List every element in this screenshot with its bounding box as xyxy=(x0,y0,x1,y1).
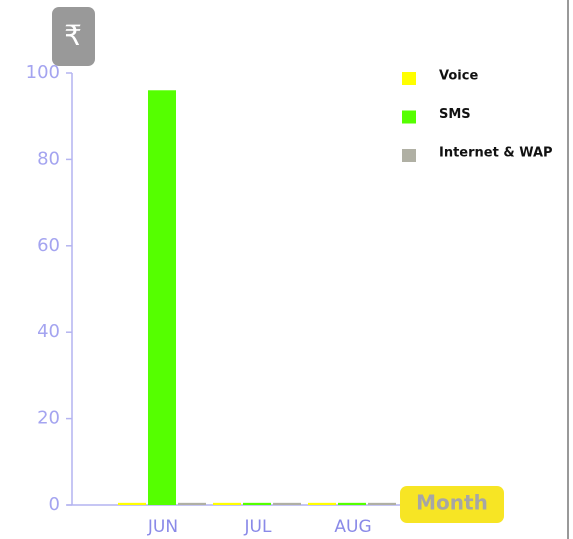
y-axis-badge xyxy=(52,7,95,66)
y-tick-label: 40 xyxy=(37,321,60,342)
legend-label: Internet & WAP xyxy=(439,146,553,161)
legend-swatch xyxy=(402,72,416,85)
bar xyxy=(338,502,366,505)
y-tick-label: 60 xyxy=(37,235,60,256)
legend-label: Voice xyxy=(439,69,478,84)
y-tick-label: 20 xyxy=(37,408,60,429)
y-tick-label: 80 xyxy=(37,148,60,169)
bar xyxy=(368,502,396,505)
legend-swatch xyxy=(402,149,416,162)
legend-swatch xyxy=(402,110,416,124)
bar xyxy=(178,502,206,505)
bar xyxy=(148,90,176,505)
y-axis-label: ₹ xyxy=(64,19,82,52)
bar xyxy=(273,502,301,505)
x-tick-label: JUL xyxy=(244,517,272,537)
bar xyxy=(308,502,336,505)
x-tick-label: AUG xyxy=(334,517,371,537)
x-axis-label: Month xyxy=(416,491,488,515)
bar xyxy=(118,502,146,505)
y-tick-label: 100 xyxy=(26,62,60,83)
x-axis-badge xyxy=(400,486,504,523)
bar xyxy=(243,502,271,505)
bar xyxy=(213,502,241,505)
legend-label: SMS xyxy=(439,107,471,122)
y-tick-label: 0 xyxy=(49,494,60,515)
x-tick-label: JUN xyxy=(147,517,178,537)
